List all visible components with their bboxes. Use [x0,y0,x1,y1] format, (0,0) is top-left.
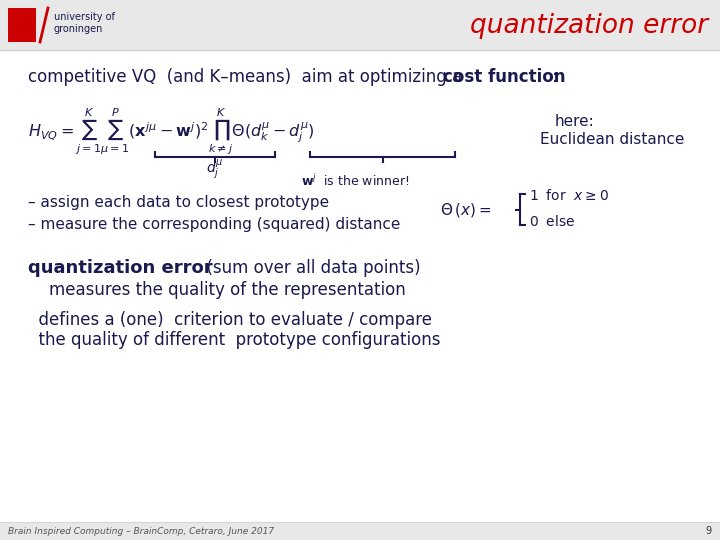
Text: groningen: groningen [54,24,104,34]
Bar [0,0,720,50]
Text: quantization error: quantization error [470,13,708,39]
Text: $d_j^{\mu}$: $d_j^{\mu}$ [206,157,224,181]
Text: Euclidean distance: Euclidean distance [540,132,685,147]
Text: $H_{VQ} = \sum_{j=1}^{K}\sum_{\mu=1}^{P}(\mathbf{x}^{j\mu}-\mathbf{w}^{j})^{2}\p: $H_{VQ} = \sum_{j=1}^{K}\sum_{\mu=1}^{P}… [28,107,315,157]
Text: Brain Inspired Computing – BrainComp, Cetraro, June 2017: Brain Inspired Computing – BrainComp, Ce… [8,526,274,536]
Text: measures the quality of the representation: measures the quality of the representati… [28,281,406,299]
Text: $\mathbf{w}^{j}$  is the winner!: $\mathbf{w}^{j}$ is the winner! [301,173,409,189]
Text: :: : [552,68,558,86]
Text: here:: here: [555,114,595,130]
Bar [0,522,720,540]
Text: defines a (one)  criterion to evaluate / compare: defines a (one) criterion to evaluate / … [28,311,432,329]
Text: (sum over all data points): (sum over all data points) [196,259,420,277]
Text: $0\;$ else: $0\;$ else [529,214,575,230]
Text: competitive VQ  (and K–means)  aim at optimizing a: competitive VQ (and K–means) aim at opti… [28,68,472,86]
Bar [8,8,36,42]
Text: – measure the corresponding (squared) distance: – measure the corresponding (squared) di… [28,217,400,232]
Text: quantization error: quantization error [28,259,212,277]
Text: $\Theta\,(x) =$: $\Theta\,(x) =$ [440,201,492,219]
Text: the quality of different  prototype configurations: the quality of different prototype confi… [28,331,441,349]
Text: 9: 9 [706,526,712,536]
Text: – assign each data to closest prototype: – assign each data to closest prototype [28,194,329,210]
Text: $1\;$ for  $x \geq 0$: $1\;$ for $x \geq 0$ [529,188,609,204]
Text: university of: university of [54,12,115,22]
Text: cost function: cost function [443,68,565,86]
